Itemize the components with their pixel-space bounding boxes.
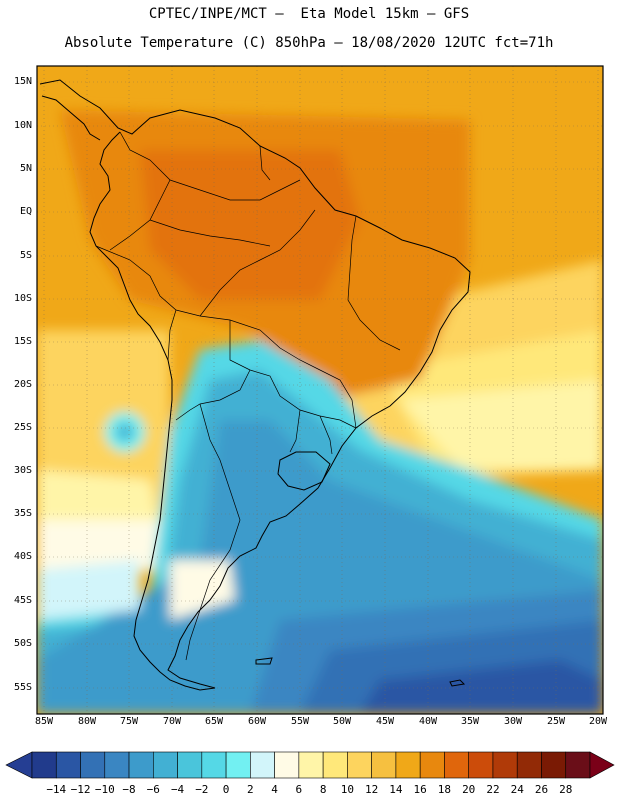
lon-label: 80W: [77, 716, 97, 727]
colorbar-swatch: [516, 751, 542, 779]
colorbar-swatch: [371, 751, 397, 779]
colorbar-swatch: [80, 751, 106, 779]
colorbar-tick-label: 8: [319, 783, 327, 796]
colorbar-tick-label: 18: [437, 783, 452, 796]
colorbar-tick-label: −14: [46, 783, 67, 796]
lon-label: 75W: [119, 716, 139, 727]
colorbar-over-arrow: [589, 751, 615, 779]
lon-label: 55W: [290, 716, 310, 727]
colorbar-swatch: [55, 751, 81, 779]
colorbar-tick-label: 26: [534, 783, 549, 796]
lon-label: 40W: [418, 716, 438, 727]
colorbar-swatch: [250, 751, 275, 779]
coastline-south-america: [39, 79, 471, 691]
lon-label: 25W: [546, 716, 566, 727]
colorbar-swatch: [444, 751, 469, 779]
colorbar-swatch: [274, 751, 300, 779]
colorbar-swatch: [492, 751, 518, 779]
colorbar-tick-label: 2: [247, 783, 254, 796]
colorbar-tick-label: 12: [365, 783, 379, 796]
colorbar-tick-label: 10: [340, 783, 355, 796]
lat-label: 45S: [13, 595, 32, 606]
map-title-line2: Absolute Temperature (C) 850hPa – 18/08/…: [64, 35, 554, 51]
colorbar-tick-label: 6: [295, 783, 303, 796]
lon-label: 45W: [375, 716, 395, 727]
lon-label: 85W: [34, 716, 54, 727]
colorbar-swatch: [31, 751, 57, 779]
colorbar-swatch: [541, 751, 567, 779]
colorbar-tick-label: 4: [271, 783, 278, 796]
colorbar-swatch: [468, 751, 494, 779]
temperature-field: [37, 66, 603, 714]
lat-label: 5N: [19, 163, 32, 174]
lon-label: 70W: [162, 716, 182, 727]
colorbar-swatch: [177, 751, 203, 779]
colorbar-tick-label: −6: [146, 783, 160, 796]
lat-label: 30S: [13, 465, 32, 476]
lat-label: 15S: [13, 336, 32, 347]
lat-label: 40S: [13, 551, 32, 562]
lat-label: 10S: [13, 293, 32, 304]
lat-label: 15N: [13, 76, 32, 87]
colorbar-swatch: [419, 751, 445, 779]
lat-label: 25S: [13, 422, 32, 433]
colorbar-swatch: [128, 751, 154, 779]
colorbar-tick-label: 24: [510, 783, 524, 796]
colorbar-swatch: [225, 751, 251, 779]
lat-label: 20S: [13, 379, 32, 390]
colorbar-tick-label: −8: [122, 783, 136, 796]
colorbar-tick-label: −12: [70, 783, 91, 796]
colorbar-swatch: [347, 751, 372, 779]
lon-label: 65W: [204, 716, 224, 727]
colorbar-tick-label: −2: [195, 783, 209, 796]
colorbar-under-arrow: [5, 751, 33, 779]
colorbar-tick-label: 22: [486, 783, 500, 796]
colorbar-swatch: [322, 751, 348, 779]
colorbar-tick-label: 14: [389, 783, 403, 796]
lon-label: 50W: [332, 716, 352, 727]
colorbar-swatch: [104, 751, 130, 779]
colorbar-tick-label: 0: [222, 783, 230, 796]
map-title-line1: CPTEC/INPE/MCT – Eta Model 15km – GFS: [148, 6, 470, 22]
colorbar-swatch: [298, 751, 324, 779]
colorbar-swatch: [153, 751, 178, 779]
colorbar-swatch: [565, 751, 591, 779]
colorbar-swatch: [201, 751, 227, 779]
colorbar-tick-label: 16: [413, 783, 427, 796]
lat-label: EQ: [19, 206, 32, 217]
colorbar-tick-label: 20: [462, 783, 476, 796]
lat-label: 35S: [13, 508, 32, 519]
country-borders: [95, 131, 401, 661]
lat-label: 50S: [13, 638, 32, 649]
colorbar-tick-label: −10: [94, 783, 115, 796]
lon-label: 30W: [503, 716, 523, 727]
lon-label: 60W: [247, 716, 267, 727]
colorbar-swatch: [395, 751, 421, 779]
colorbar-tick-label: 28: [559, 783, 573, 796]
colorbar: [5, 751, 615, 779]
lat-label: 5S: [19, 250, 32, 261]
lat-label: 55S: [13, 682, 32, 693]
lon-label: 35W: [460, 716, 480, 727]
colorbar-tick-label: −4: [170, 783, 185, 796]
map-frame: [36, 65, 604, 715]
lat-label: 10N: [13, 120, 32, 131]
lon-label: 20W: [588, 716, 608, 727]
